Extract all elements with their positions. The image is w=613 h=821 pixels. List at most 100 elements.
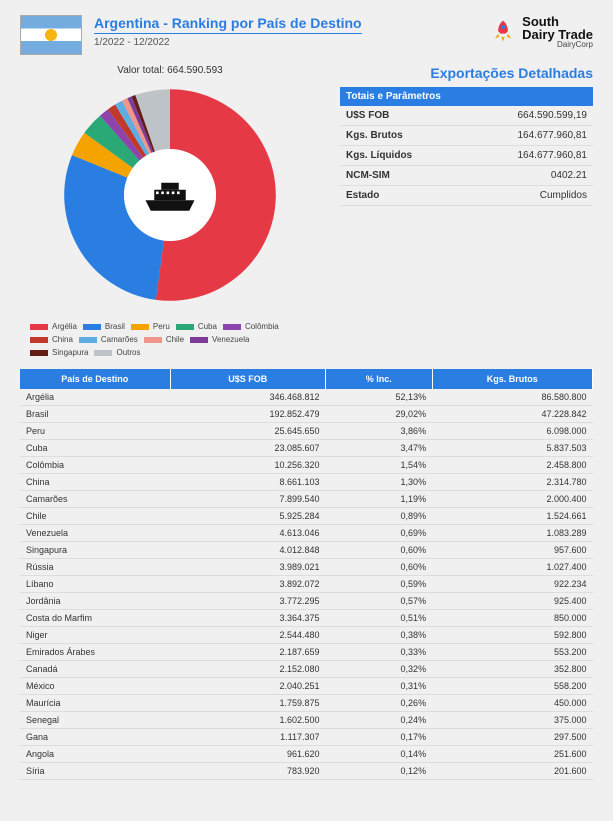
table-cell: 0,38% — [326, 627, 433, 644]
table-cell: Rússia — [20, 559, 170, 576]
legend-swatch-icon — [30, 337, 48, 343]
logo-text: South Dairy Trade DairyCorp — [522, 15, 593, 49]
legend-swatch-icon — [83, 324, 101, 330]
table-row: Colômbia10.256.3201,54%2.458.800 — [20, 457, 593, 474]
param-value: 164.677.960,81 — [517, 150, 587, 161]
table-cell: 3.892.072 — [170, 576, 326, 593]
table-cell: Venezuela — [20, 525, 170, 542]
chart-title: Valor total: 664.590.593 — [20, 65, 320, 76]
donut-center — [124, 149, 216, 241]
ship-icon — [142, 175, 198, 215]
chart-title-value: 664.590.593 — [167, 65, 223, 76]
table-row: Singapura4.012.8480,60%957.600 — [20, 542, 593, 559]
table-row: Cuba23.085.6073,47%5.837.503 — [20, 440, 593, 457]
table-row: Rússia3.989.0210,60%1.027.400 — [20, 559, 593, 576]
table-header-cell: % Inc. — [326, 369, 433, 389]
table-cell: 8.661.103 — [170, 474, 326, 491]
table-cell: 1.117.307 — [170, 729, 326, 746]
table-cell: Niger — [20, 627, 170, 644]
table-cell: Maurícia — [20, 695, 170, 712]
table-row: Gana1.117.3070,17%297.500 — [20, 729, 593, 746]
param-row: U$S FOB664.590.599,19 — [340, 106, 593, 126]
table-cell: 2.000.400 — [432, 491, 592, 508]
table-cell: 352.800 — [432, 661, 592, 678]
table-cell: 0,17% — [326, 729, 433, 746]
param-key: Kgs. Brutos — [346, 130, 403, 141]
legend-item: Colômbia — [223, 322, 279, 331]
legend-label: Peru — [153, 322, 170, 331]
table-cell: Senegal — [20, 712, 170, 729]
table-cell: 1.602.500 — [170, 712, 326, 729]
table-row: China8.661.1031,30%2.314.780 — [20, 474, 593, 491]
table-cell: 0,69% — [326, 525, 433, 542]
legend-label: Colômbia — [245, 322, 279, 331]
legend-swatch-icon — [190, 337, 208, 343]
legend-item: Peru — [131, 322, 170, 331]
table-cell: 592.800 — [432, 627, 592, 644]
table-cell: 2.314.780 — [432, 474, 592, 491]
chart-title-prefix: Valor total: — [117, 65, 164, 76]
header: Argentina - Ranking por País de Destino … — [20, 15, 593, 55]
table-cell: 23.085.607 — [170, 440, 326, 457]
table-row: Camarões7.899.5401,19%2.000.400 — [20, 491, 593, 508]
param-row: Kgs. Brutos 164.677.960,81 — [340, 126, 593, 146]
table-row: Venezuela4.613.0460,69%1.083.289 — [20, 525, 593, 542]
legend-swatch-icon — [144, 337, 162, 343]
legend-label: Cuba — [198, 322, 217, 331]
legend-label: Chile — [166, 335, 184, 344]
table-row: Jordânia3.772.2950,57%925.400 — [20, 593, 593, 610]
param-value: 164.677.960,81 — [517, 130, 587, 141]
table-cell: 4.613.046 — [170, 525, 326, 542]
table-cell: 925.400 — [432, 593, 592, 610]
table-row: Peru25.645.6503,86%6.098.000 — [20, 423, 593, 440]
legend-item: Chile — [144, 335, 184, 344]
title-block: Argentina - Ranking por País de Destino … — [94, 15, 362, 48]
legend-item: Camarões — [79, 335, 138, 344]
table-cell: Síria — [20, 763, 170, 780]
table-cell: 6.098.000 — [432, 423, 592, 440]
param-value: 664.590.599,19 — [517, 110, 587, 121]
table-cell: 5.925.284 — [170, 508, 326, 525]
table-cell: 850.000 — [432, 610, 592, 627]
legend-label: Outros — [116, 348, 140, 357]
table-cell: 957.600 — [432, 542, 592, 559]
param-row: NCM-SIM0402.21 — [340, 166, 593, 186]
table-cell: 1.027.400 — [432, 559, 592, 576]
table-cell: 0,57% — [326, 593, 433, 610]
table-cell: 346.468.812 — [170, 389, 326, 406]
table-cell: 0,31% — [326, 678, 433, 695]
table-header-cell: Kgs. Brutos — [432, 369, 592, 389]
table-cell: Colômbia — [20, 457, 170, 474]
param-key: Estado — [346, 190, 379, 201]
table-cell: 192.852.479 — [170, 406, 326, 423]
table-cell: 0,51% — [326, 610, 433, 627]
table-cell: Líbano — [20, 576, 170, 593]
table-cell: 3.989.021 — [170, 559, 326, 576]
legend-item: Outros — [94, 348, 140, 357]
table-cell: Camarões — [20, 491, 170, 508]
table-cell: Chile — [20, 508, 170, 525]
legend-swatch-icon — [79, 337, 97, 343]
table-cell: 961.620 — [170, 746, 326, 763]
table-cell: 1.083.289 — [432, 525, 592, 542]
param-value: 0402.21 — [551, 170, 587, 181]
table-cell: 0,24% — [326, 712, 433, 729]
param-key: Kgs. Líquidos — [346, 150, 412, 161]
table-cell: 52,13% — [326, 389, 433, 406]
table-cell: 0,33% — [326, 644, 433, 661]
logo: South Dairy Trade DairyCorp — [490, 15, 593, 49]
flag-argentina-icon — [20, 15, 82, 55]
table-cell: 4.012.848 — [170, 542, 326, 559]
table-row: Senegal1.602.5000,24%375.000 — [20, 712, 593, 729]
data-table: País de DestinoU$S FOB% Inc.Kgs. Brutos … — [20, 369, 593, 780]
page-title: Argentina - Ranking por País de Destino — [94, 15, 362, 34]
table-row: Síria783.9200,12%201.600 — [20, 763, 593, 780]
table-cell: 2.152.080 — [170, 661, 326, 678]
table-cell: 0,60% — [326, 559, 433, 576]
logo-sub: DairyCorp — [522, 41, 593, 49]
table-cell: 1,30% — [326, 474, 433, 491]
table-cell: 1,54% — [326, 457, 433, 474]
legend-label: Venezuela — [212, 335, 249, 344]
table-cell: 2.544.480 — [170, 627, 326, 644]
table-cell: 1.759.875 — [170, 695, 326, 712]
